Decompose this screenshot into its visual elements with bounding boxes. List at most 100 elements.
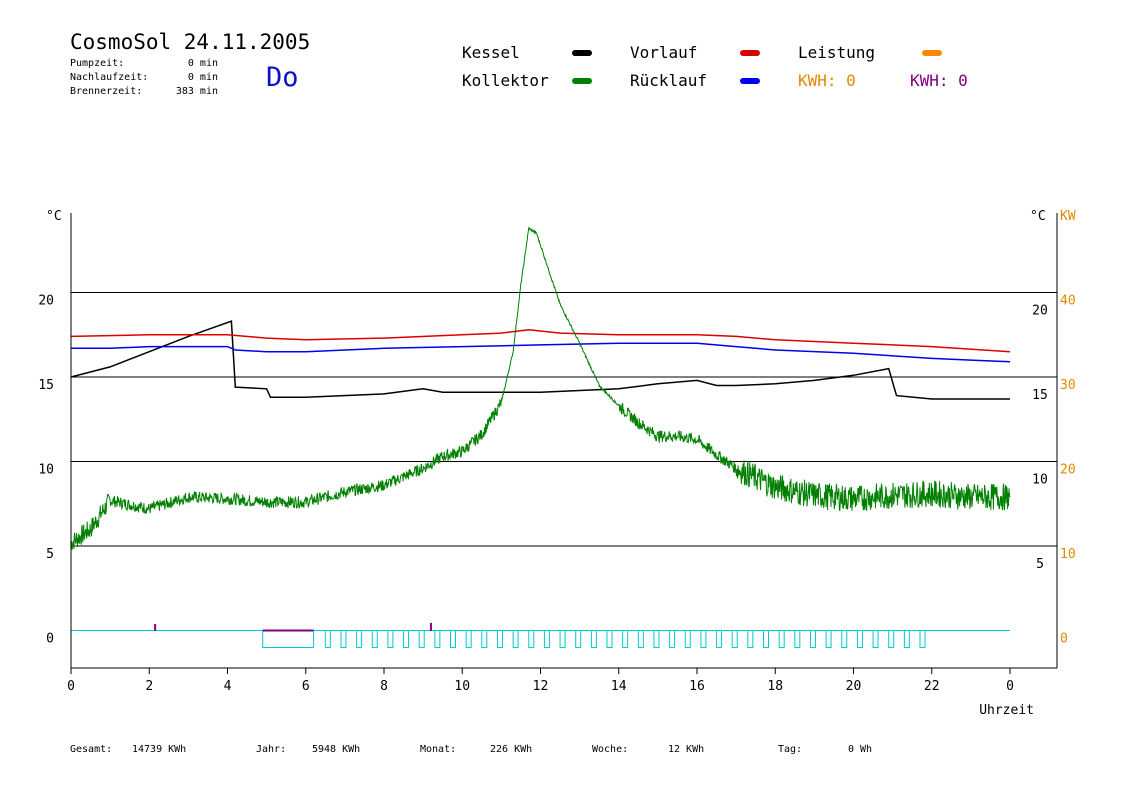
y-axis-title-kw: KW <box>1060 209 1076 224</box>
y-tick-label-right: 5 <box>1036 557 1044 572</box>
x-tick-label: 12 <box>533 679 549 694</box>
pump-pulse <box>622 630 629 648</box>
footer-label-gesamt: Gesamt: <box>70 744 113 755</box>
x-tick-label: 16 <box>689 679 705 694</box>
pump-pulse <box>747 630 754 648</box>
pump-pulse <box>418 630 425 648</box>
pump-pulse <box>794 630 801 648</box>
pump-pulse <box>496 630 503 648</box>
pump-pulse <box>888 630 895 648</box>
pump-pulse <box>356 630 363 648</box>
pump-pulse <box>919 630 926 648</box>
legend-swatch-leistung <box>922 50 942 56</box>
weekday-label: Do <box>266 62 299 93</box>
grid-lines <box>71 292 1057 631</box>
pump-pulse <box>481 630 488 648</box>
footer-label-jahr: Jahr: <box>256 744 287 755</box>
footer-label-monat: Monat: <box>420 744 457 755</box>
pump-pulse <box>512 630 519 648</box>
stat-value-brennerzeit: 383 min <box>175 86 218 97</box>
stat-label-pumpzeit: Pumpzeit: <box>70 58 125 69</box>
footer-value-gesamt: 14739 KWh <box>132 744 187 755</box>
pump-pulse <box>684 630 691 648</box>
legend-label-leistung: Leistung <box>798 43 876 62</box>
y-tick-label-left: 15 <box>38 378 54 393</box>
legend-swatch-ruecklauf <box>740 78 760 84</box>
pump-pulse <box>403 630 410 648</box>
y-tick-label-left: 0 <box>46 632 54 647</box>
pump-pulse <box>903 630 910 648</box>
pump-pulse <box>324 630 331 648</box>
x-tick-label: 6 <box>302 679 310 694</box>
pump-pulse <box>575 630 582 648</box>
chart-title: CosmoSol 24.11.2005 <box>70 30 311 54</box>
stat-label-nachlaufzeit: Nachlaufzeit: <box>70 72 149 83</box>
series-line-kollektor <box>70 226 1011 550</box>
footer-value-monat: 226 KWh <box>490 744 533 755</box>
legend-kwh-orange: KWH: 0 <box>798 71 856 90</box>
pump-pulse <box>543 630 550 648</box>
pump-pulse <box>856 630 863 648</box>
pump-pulse <box>559 630 566 648</box>
y-axis-title-left: °C <box>46 209 62 224</box>
pump-pulse <box>653 630 660 648</box>
pump-pulse <box>716 630 723 648</box>
pump-pulse <box>606 630 613 648</box>
pump-pulse <box>763 630 770 648</box>
legend-label-vorlauf: Vorlauf <box>630 43 698 62</box>
pump-pulse <box>528 630 535 648</box>
legend-swatch-vorlauf <box>740 50 760 56</box>
pump-pulse <box>387 630 394 648</box>
pump-pulse <box>590 630 597 648</box>
stat-value-pumpzeit: 0 min <box>187 58 218 69</box>
x-tick-label: 14 <box>611 679 627 694</box>
y-tick-label-right: 20 <box>1032 304 1048 319</box>
pump-pulse <box>841 630 848 648</box>
y-tick-label-kw: 40 <box>1060 294 1076 309</box>
y-tick-label-kw: 10 <box>1060 547 1076 562</box>
y-tick-label-right: 10 <box>1032 473 1048 488</box>
y-tick-label-left: 5 <box>46 547 54 562</box>
y-tick-label-left: 10 <box>38 463 54 478</box>
x-tick-label: 22 <box>924 679 940 694</box>
y-tick-label-kw: 30 <box>1060 378 1076 393</box>
legend-label-kollektor: Kollektor <box>462 71 549 90</box>
pump-pulse <box>825 630 832 648</box>
x-tick-label: 20 <box>846 679 862 694</box>
pump-pulse <box>465 630 472 648</box>
stat-label-brennerzeit: Brennerzeit: <box>70 86 143 97</box>
series-line-kessel <box>70 320 1010 400</box>
y-tick-label-kw: 20 <box>1060 463 1076 478</box>
legend-swatch-kessel <box>572 50 592 56</box>
footer-value-woche: 12 KWh <box>668 744 705 755</box>
x-tick-label: 4 <box>224 679 232 694</box>
series-line-vorlauf <box>70 328 1011 353</box>
y-tick-label-kw: 0 <box>1060 632 1068 647</box>
pump-pulse <box>872 630 879 648</box>
pump-activity-strip <box>71 623 1010 648</box>
pump-pulse <box>434 630 441 648</box>
footer-label-woche: Woche: <box>592 744 629 755</box>
pump-pulse <box>778 630 785 648</box>
legend-swatch-kollektor <box>572 78 592 84</box>
legend-label-kessel: Kessel <box>462 43 520 62</box>
pump-pulse <box>669 630 676 648</box>
x-tick-label: 18 <box>767 679 783 694</box>
series-lines <box>70 226 1011 550</box>
stat-value-nachlaufzeit: 0 min <box>187 72 218 83</box>
x-tick-label: 2 <box>145 679 153 694</box>
x-tick-label: 8 <box>380 679 388 694</box>
axes <box>70 213 1058 674</box>
footer-label-tag: Tag: <box>778 744 803 755</box>
pump-pulse <box>371 630 378 648</box>
y-axis-title-right: °C <box>1030 209 1046 224</box>
legend-kwh-purple: KWH: 0 <box>910 71 968 90</box>
y-tick-label-right: 15 <box>1032 388 1048 403</box>
pump-block <box>262 630 315 648</box>
y-tick-label-left: 20 <box>38 294 54 309</box>
pump-pulse <box>700 630 707 648</box>
pump-pulse <box>809 630 816 648</box>
pump-pulse <box>731 630 738 648</box>
tick-labels: 0 2 4 6 8 10 12 14 16 18 20 22 0 Uhrzeit 0 5 10 15 20 °C 5 10… <box>38 209 1075 718</box>
